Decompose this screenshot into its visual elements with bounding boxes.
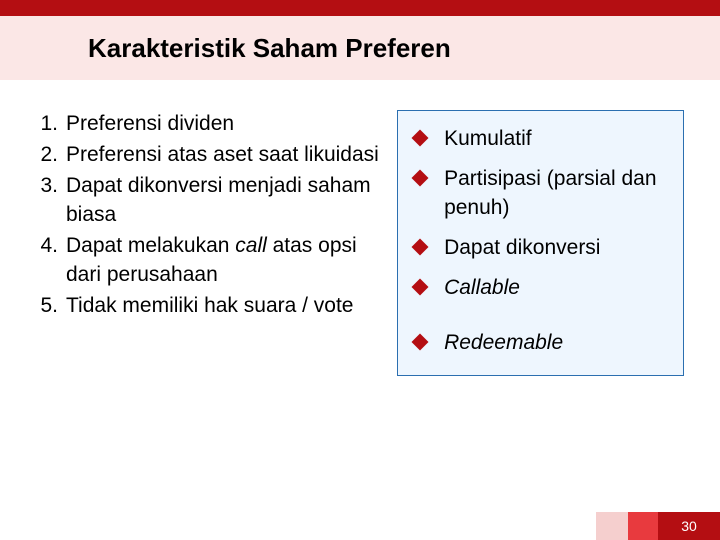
footer: 30 xyxy=(0,512,720,540)
item-text: Preferensi atas aset saat likuidasi xyxy=(66,141,379,170)
left-column: 1. Preferensi dividen 2. Preferensi atas… xyxy=(36,110,379,480)
item-text: Preferensi dividen xyxy=(66,110,379,139)
item-number: 3. xyxy=(36,172,66,230)
bullet-item: Partisipasi (parsial dan penuh) xyxy=(410,165,671,222)
footer-accent-light xyxy=(596,512,628,540)
bullet-item: Redeemable xyxy=(410,329,671,357)
bullet-item: Callable xyxy=(410,274,671,302)
bullet-item: Kumulatif xyxy=(410,125,671,153)
item-text: Dapat dikonversi menjadi saham biasa xyxy=(66,172,379,230)
list-item: 1. Preferensi dividen xyxy=(36,110,379,139)
slide-title: Karakteristik Saham Preferen xyxy=(88,33,451,64)
diamond-bullet-icon xyxy=(412,130,429,147)
list-item: 3. Dapat dikonversi menjadi saham biasa xyxy=(36,172,379,230)
item-number: 4. xyxy=(36,232,66,290)
item-text: Dapat melakukan call atas opsi dari peru… xyxy=(66,232,379,290)
list-item: 4. Dapat melakukan call atas opsi dari p… xyxy=(36,232,379,290)
title-band: Karakteristik Saham Preferen xyxy=(0,16,720,80)
feature-box: Kumulatif Partisipasi (parsial dan penuh… xyxy=(397,110,684,376)
bullet-text: Callable xyxy=(444,274,671,302)
bullet-list: Kumulatif Partisipasi (parsial dan penuh… xyxy=(410,125,671,357)
item-number: 1. xyxy=(36,110,66,139)
bullet-text: Redeemable xyxy=(444,329,671,357)
diamond-bullet-icon xyxy=(412,170,429,187)
bullet-text: Dapat dikonversi xyxy=(444,234,671,262)
diamond-bullet-icon xyxy=(412,239,429,256)
footer-accent-mid xyxy=(628,512,658,540)
bullet-text: Kumulatif xyxy=(444,125,671,153)
item-number: 2. xyxy=(36,141,66,170)
right-column: Kumulatif Partisipasi (parsial dan penuh… xyxy=(397,110,684,480)
page-number: 30 xyxy=(658,512,720,540)
bullet-text: Partisipasi (parsial dan penuh) xyxy=(444,165,671,222)
list-item: 5. Tidak memiliki hak suara / vote xyxy=(36,292,379,321)
item-number: 5. xyxy=(36,292,66,321)
diamond-bullet-icon xyxy=(412,333,429,350)
list-item: 2. Preferensi atas aset saat likuidasi xyxy=(36,141,379,170)
top-accent-bar xyxy=(0,0,720,16)
bullet-item: Dapat dikonversi xyxy=(410,234,671,262)
item-text: Tidak memiliki hak suara / vote xyxy=(66,292,379,321)
content-area: 1. Preferensi dividen 2. Preferensi atas… xyxy=(36,110,684,480)
numbered-list: 1. Preferensi dividen 2. Preferensi atas… xyxy=(36,110,379,321)
diamond-bullet-icon xyxy=(412,279,429,296)
slide: Karakteristik Saham Preferen 1. Preferen… xyxy=(0,0,720,540)
